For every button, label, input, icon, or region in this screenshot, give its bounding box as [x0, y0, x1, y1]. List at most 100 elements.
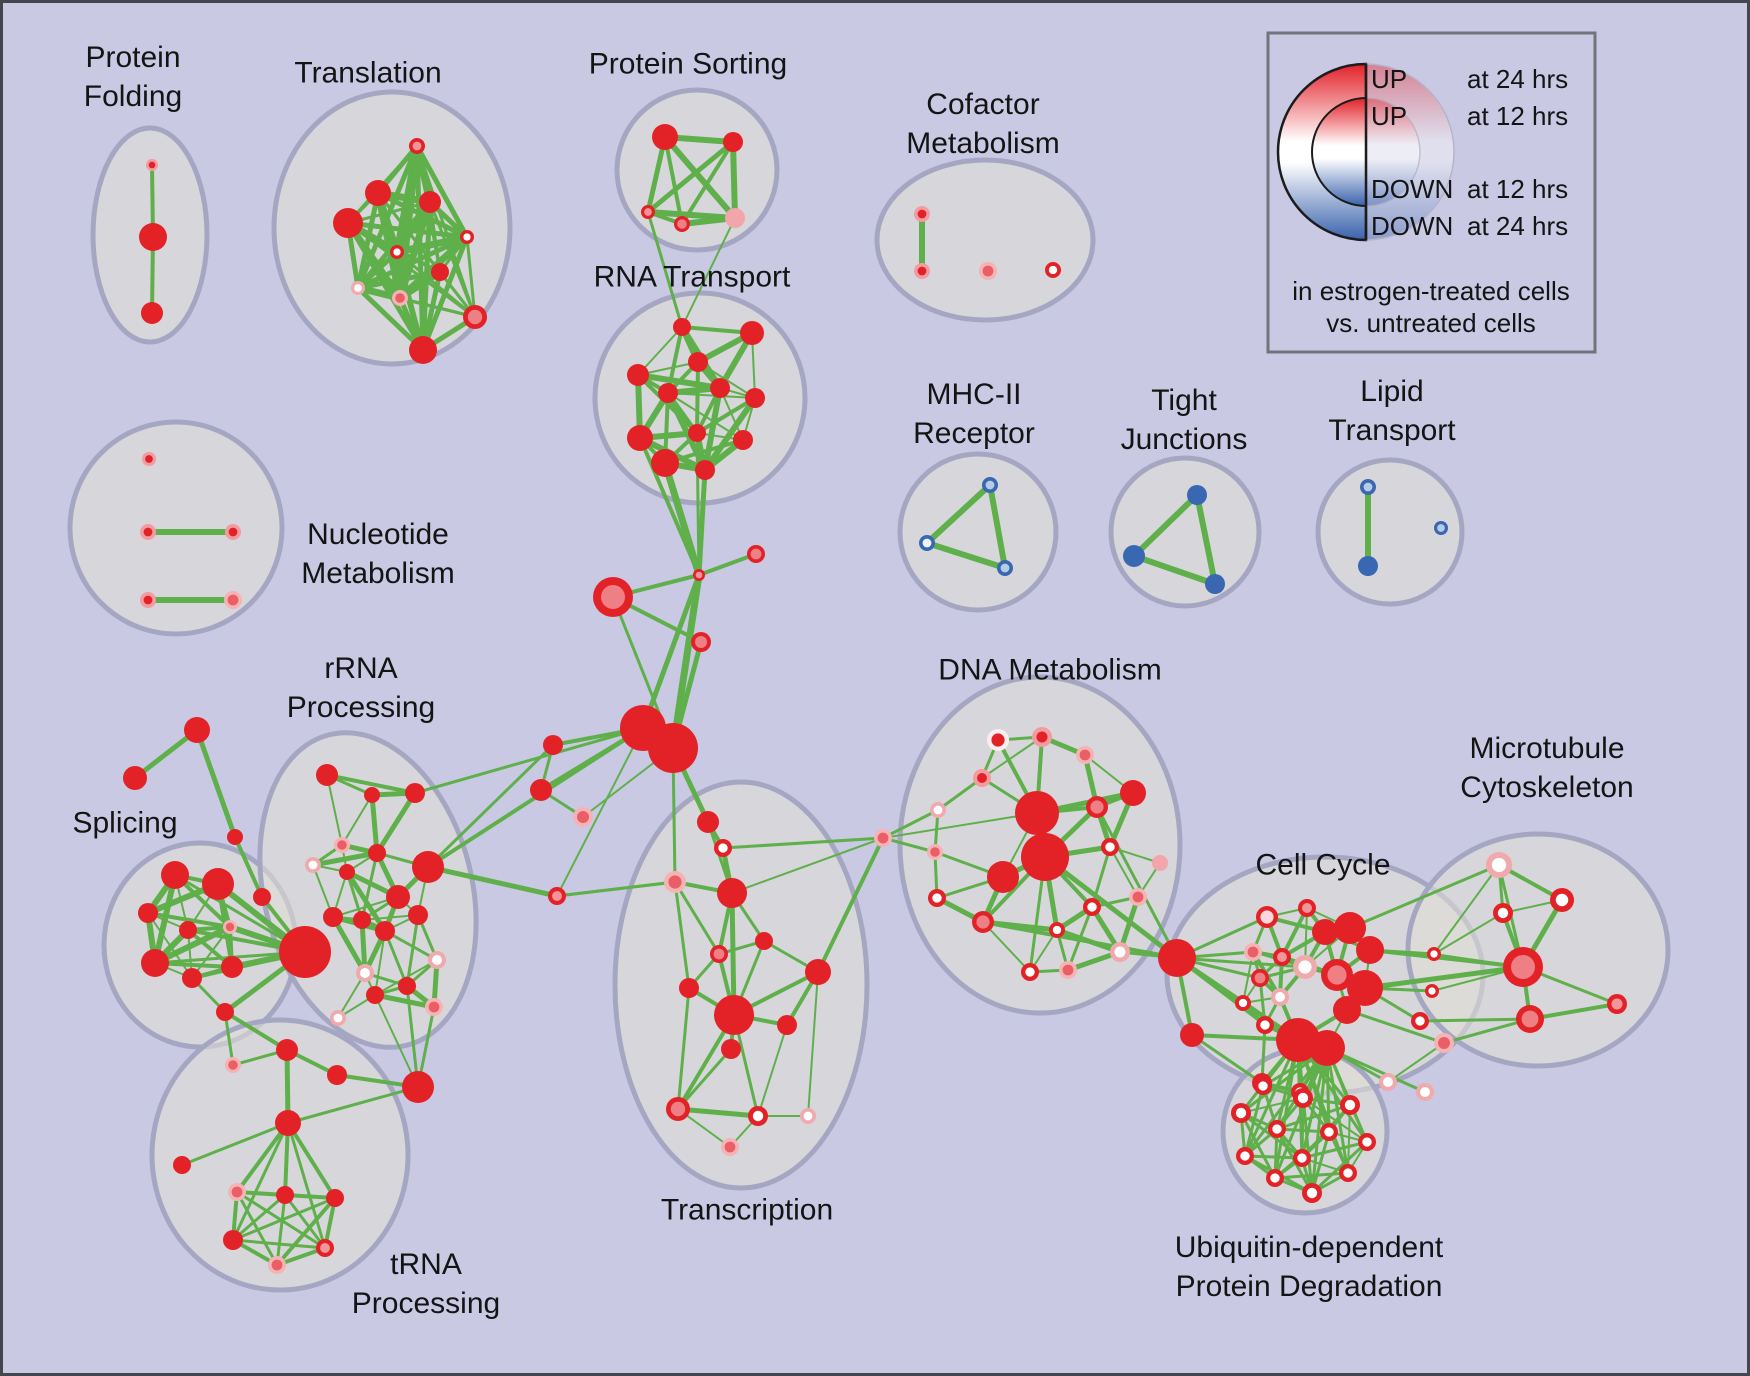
- gene-node: [627, 364, 649, 386]
- interaction-edge: [676, 986, 691, 1111]
- gene-node-core: [1521, 1010, 1539, 1028]
- legend-time-label-text: at 24 hrs: [1467, 211, 1569, 241]
- cluster-label-tight-junctions: Tight Junctions: [1121, 381, 1248, 459]
- gene-node-core: [228, 527, 238, 537]
- interaction-edge: [405, 984, 420, 1089]
- gene-node-core: [695, 636, 707, 648]
- interaction-edge: [235, 1121, 290, 1194]
- interaction-edge: [194, 727, 238, 840]
- legend-direction-label-text: DOWN: [1371, 174, 1454, 204]
- interaction-edge: [398, 296, 477, 319]
- interaction-edge: [1042, 854, 1180, 961]
- interaction-edge: [132, 727, 200, 781]
- interaction-edge: [374, 930, 386, 996]
- gene-node: [1333, 996, 1361, 1024]
- gene-node: [333, 208, 363, 238]
- interaction-edge: [676, 1047, 733, 1111]
- interaction-edge: [330, 914, 368, 976]
- interaction-edge: [1348, 863, 1501, 930]
- gene-node-core: [1297, 1092, 1309, 1104]
- cluster-label-translation: Translation: [294, 54, 441, 93]
- gene-node-core: [1270, 1173, 1280, 1183]
- gene-node-core: [1327, 965, 1347, 985]
- gene-node-core: [333, 1013, 343, 1023]
- interaction-edge: [360, 851, 379, 922]
- gene-node: [1015, 791, 1059, 835]
- cluster-label-line: Metabolism: [301, 557, 455, 590]
- cluster-label-line: Translation: [294, 56, 442, 90]
- gene-node-core: [225, 922, 235, 932]
- cluster-label-line: Cofactor: [926, 88, 1040, 121]
- gene-node: [412, 851, 444, 883]
- gene-node-core: [1362, 1137, 1372, 1147]
- gene-node: [721, 1039, 741, 1059]
- gene-node: [1187, 485, 1207, 505]
- gene-node-core: [695, 571, 703, 579]
- interaction-edge: [286, 1121, 327, 1250]
- interaction-edge: [1273, 1038, 1300, 1180]
- interaction-edge: [680, 140, 735, 226]
- gene-node-core: [1235, 1107, 1247, 1119]
- gene-node-core: [552, 891, 562, 901]
- gene-node: [530, 779, 552, 801]
- gene-node-core: [227, 594, 239, 606]
- nucleotide-metabolism-boundary: [67, 419, 285, 637]
- gene-node: [543, 735, 563, 755]
- gene-node-core: [228, 1060, 238, 1070]
- gene-node-core: [1254, 972, 1266, 984]
- gene-node-core: [1247, 946, 1259, 958]
- gene-node: [327, 1065, 347, 1085]
- cluster-label-line: RNA Transport: [593, 260, 791, 294]
- interaction-edge: [345, 220, 426, 353]
- interaction-edge: [661, 459, 703, 579]
- cluster-label-protein-folding: Protein Folding: [84, 38, 182, 116]
- interaction-edge: [669, 571, 703, 752]
- cluster-label-cell-cycle: Cell Cycle: [1255, 846, 1390, 885]
- gene-node-core: [231, 1186, 243, 1198]
- legend-time-label: at 12 hrs: [1467, 174, 1568, 204]
- cluster-label-line: MHC-II: [926, 378, 1022, 411]
- gene-node: [179, 921, 197, 939]
- gene-node: [1312, 919, 1338, 945]
- cluster-label-line: Splicing: [72, 806, 178, 840]
- gene-node: [1356, 936, 1384, 964]
- interaction-edge: [346, 221, 477, 319]
- cluster-label-line: Receptor: [913, 417, 1035, 450]
- gene-node: [1276, 1018, 1320, 1062]
- gene-node: [755, 932, 773, 950]
- gene-node-core: [1415, 1016, 1425, 1026]
- gene-node-core: [1272, 1124, 1282, 1134]
- legend-layer: [1266, 31, 1597, 354]
- interaction-edge: [223, 1010, 289, 1052]
- gene-node: [326, 1189, 344, 1207]
- gene-node: [1334, 912, 1366, 944]
- microtubule-cytoskeleton-boundary: [1405, 831, 1671, 1069]
- interaction-edge: [275, 1196, 337, 1267]
- interaction-edge: [635, 372, 723, 391]
- gene-node: [1180, 1023, 1204, 1047]
- gene-node-core: [982, 265, 994, 277]
- interaction-edge: [283, 1193, 327, 1250]
- gene-node-core: [428, 1001, 440, 1013]
- gene-node: [364, 787, 380, 803]
- gene-node-core: [713, 948, 725, 960]
- interaction-edge: [667, 392, 756, 399]
- gene-node: [405, 783, 425, 803]
- gene-node-core: [1298, 960, 1312, 974]
- gene-node: [141, 302, 163, 324]
- gene-node: [402, 1071, 434, 1103]
- gene-node: [316, 764, 338, 786]
- gene-node-core: [1383, 1077, 1393, 1087]
- trna-processing-boundary: [149, 1017, 411, 1293]
- gene-node: [658, 383, 678, 403]
- interaction-edge: [695, 360, 700, 435]
- legend-time-label-text: at 12 hrs: [1467, 101, 1569, 131]
- legend-time-label-text: at 12 hrs: [1467, 174, 1569, 204]
- gene-node: [673, 318, 691, 336]
- cluster-label-line: Metabolism: [906, 127, 1060, 160]
- legend-direction-label-text: UP: [1371, 64, 1408, 94]
- cluster-label-line: Protein Degradation: [1175, 1270, 1443, 1303]
- gene-node-core: [393, 248, 401, 256]
